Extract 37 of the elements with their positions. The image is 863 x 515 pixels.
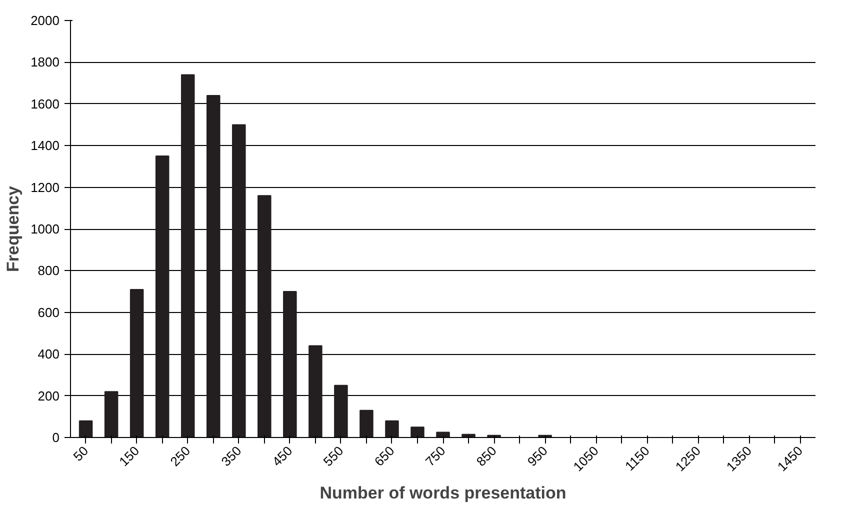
- y-tick-label: 600: [38, 304, 60, 320]
- y-tick-label: 200: [38, 388, 60, 404]
- bar: [130, 288, 144, 438]
- x-tick-label: 950: [524, 443, 550, 470]
- y-tick-label: 1200: [30, 180, 60, 195]
- x-axis-title: Number of words presentation: [320, 483, 566, 502]
- x-tick-label: 650: [371, 443, 398, 470]
- bar: [360, 410, 374, 438]
- bar: [78, 420, 93, 438]
- x-tick-label: 750: [422, 443, 448, 470]
- y-tick-label: 1000: [30, 222, 60, 236]
- bar: [206, 95, 220, 438]
- bar: [232, 124, 246, 438]
- x-tick-label: 150: [116, 443, 142, 470]
- x-tick-label: 450: [269, 443, 296, 470]
- x-tick-label: 550: [320, 443, 346, 470]
- y-tick-label: 1600: [30, 96, 60, 112]
- bar: [283, 291, 297, 438]
- bar: [104, 391, 118, 438]
- bar: [155, 156, 170, 438]
- y-tick-label: 0: [52, 430, 60, 445]
- bar: [334, 384, 348, 438]
- bar: [180, 74, 195, 438]
- x-tick-label: 50: [70, 443, 92, 464]
- y-tick-label: 800: [38, 263, 60, 278]
- bar: [258, 195, 272, 438]
- y-tick-label: 400: [38, 346, 60, 362]
- y-tick-label: 1800: [30, 54, 60, 70]
- bar: [385, 420, 399, 438]
- x-tick-label: 250: [167, 443, 194, 470]
- bar: [410, 426, 424, 438]
- bar: [308, 345, 322, 438]
- y-tick-label: 2000: [30, 13, 60, 28]
- y-tick-label: 1400: [30, 138, 60, 154]
- x-tick-label: 350: [218, 443, 244, 470]
- y-axis-title: Frequency: [4, 185, 23, 272]
- x-tick-label: 850: [473, 443, 500, 470]
